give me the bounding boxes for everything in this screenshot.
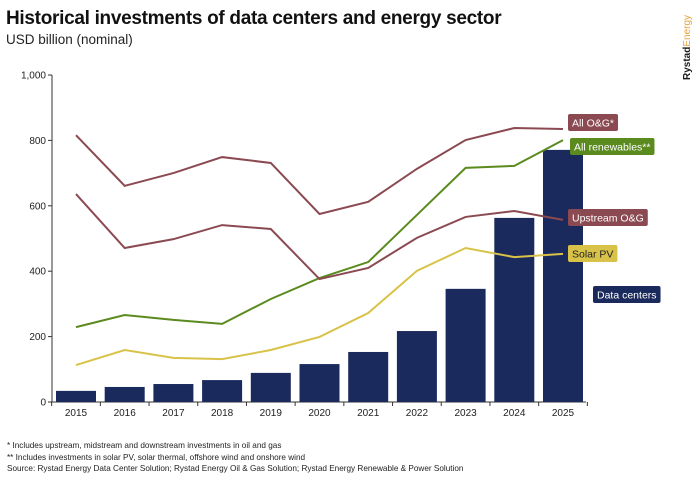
bar-data-centers (202, 380, 243, 402)
x-tick-label: 2023 (454, 408, 477, 419)
legend-box-data-centers (593, 286, 661, 303)
x-tick-label: 2016 (114, 408, 137, 419)
y-tick-label: 800 (29, 136, 46, 147)
y-tick-label: 400 (29, 267, 46, 278)
footnote-renewables: ** Includes investments in solar PV, sol… (7, 452, 306, 462)
bar-data-centers (250, 372, 291, 402)
x-tick-label: 2018 (211, 408, 234, 419)
line-upstream-o-g (75, 193, 564, 281)
y-tick-label: 600 (29, 201, 46, 212)
legend-label-upstream-o-g: Upstream O&G (572, 213, 644, 225)
x-tick-label: 2015 (65, 408, 88, 419)
chart-title: Historical investments of data centers a… (6, 8, 502, 29)
bar-data-centers (56, 390, 96, 402)
legend-label-solar-pv: Solar PV (572, 249, 613, 261)
bar-data-centers (299, 364, 340, 402)
legend-box-upstream-o-g (568, 209, 648, 226)
chart-subtitle: USD billion (nominal) (6, 32, 133, 47)
x-tick-label: 2024 (503, 408, 526, 419)
bar-data-centers (104, 386, 145, 402)
x-tick-label: 2021 (357, 408, 380, 419)
legend-box-all-renewables (570, 138, 655, 155)
line-solar-pv (75, 246, 564, 367)
y-tick-label: 1,000 (21, 71, 46, 82)
footnotes: * Includes upstream, midstream and downs… (7, 440, 463, 475)
x-tick-label: 2017 (162, 408, 185, 419)
chart-plot: 0 200 400 600 800 1,000 2015 2016 2017 2018 2019 20… (21, 71, 661, 419)
bar-data-centers (543, 149, 583, 402)
legend-box-solar-pv (568, 245, 618, 262)
legend-label-all-o-g: All O&G* (572, 118, 614, 130)
legend-label-all-renewables: All renewables** (574, 142, 650, 154)
x-tick-label: 2019 (260, 408, 283, 419)
bar-data-centers (153, 384, 194, 402)
source-note: Source: Rystad Energy Data Center Soluti… (7, 464, 464, 473)
y-tick-label: 0 (40, 398, 46, 409)
legend-box-all-o-g (568, 114, 619, 131)
line-all-renewables (75, 139, 564, 329)
x-tick-label: 2020 (308, 408, 331, 419)
x-tick-label: 2025 (552, 408, 575, 419)
bar-data-centers (494, 217, 535, 402)
bar-data-centers (396, 331, 437, 402)
footnote-og: * Includes upstream, midstream and downs… (7, 441, 282, 450)
y-tick-label: 200 (29, 332, 46, 343)
legend-label-data-centers: Data centers (597, 290, 657, 302)
line-all-o-g (75, 126, 564, 216)
x-tick-label: 2022 (406, 408, 429, 419)
bar-data-centers (445, 288, 486, 402)
bar-data-centers (348, 351, 389, 402)
